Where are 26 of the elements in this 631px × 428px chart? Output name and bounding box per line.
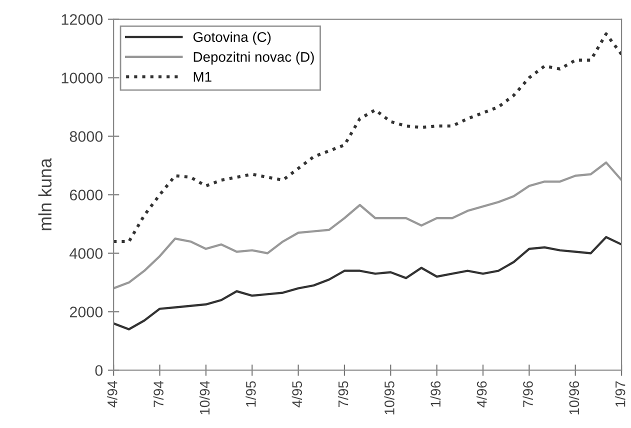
x-tick-label: 4/94 <box>107 381 118 408</box>
x-tick-label: 10/94 <box>199 381 210 414</box>
line-series <box>114 161 622 290</box>
x-tick-label: 1/97 <box>615 381 626 407</box>
y-tick-label: 0 <box>95 365 103 376</box>
legend-label: Depozitni novac (D) <box>194 52 314 65</box>
y-tick-label: 12000 <box>62 14 103 25</box>
y-axis-title: mln kuna <box>38 158 52 230</box>
x-tick-label: 4/96 <box>476 381 487 408</box>
x-tick-label: 10/96 <box>568 381 580 414</box>
line-series <box>114 236 622 330</box>
x-tick-label: 7/95 <box>338 381 348 407</box>
x-tick-label: 7/96 <box>522 381 533 407</box>
x-tick-label: 1/96 <box>430 381 441 407</box>
legend-label: Gotovina (C) <box>193 32 271 45</box>
y-tick-label: 4000 <box>70 248 103 259</box>
x-tick-label: 10/95 <box>384 381 394 414</box>
x-tick-label: 4/95 <box>292 381 302 408</box>
y-tick-label: 10000 <box>62 72 103 84</box>
line-series <box>114 32 622 244</box>
x-tick-label: 7/94 <box>153 381 164 407</box>
y-tick-label: 2000 <box>70 306 103 318</box>
y-tick-label: 6000 <box>70 190 103 200</box>
x-tick-label: 1/95 <box>246 381 256 407</box>
y-tick-label: 8000 <box>70 131 103 142</box>
legend-label: M1 <box>194 72 212 82</box>
